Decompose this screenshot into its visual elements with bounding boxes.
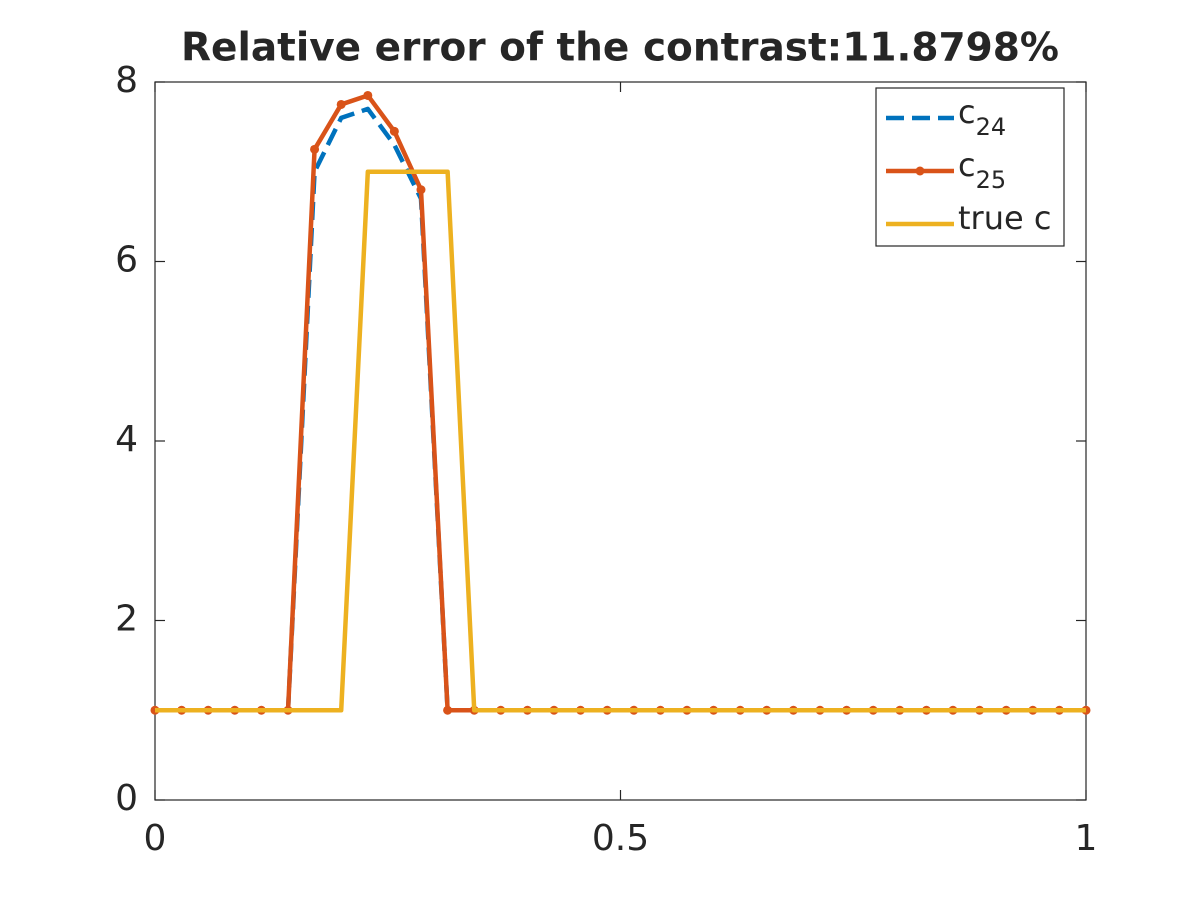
data-point — [310, 144, 320, 154]
x-tick-label: 1 — [1075, 818, 1098, 859]
legend-label: c24 — [958, 93, 1006, 141]
plot-area — [150, 90, 1091, 715]
chart-title: Relative error of the contrast:11.8798% — [181, 26, 1059, 71]
data-point — [389, 126, 399, 136]
series-line — [155, 169, 1086, 713]
legend-subscript: 24 — [976, 113, 1007, 141]
y-tick-label: 2 — [115, 599, 138, 640]
legend-name: c — [958, 146, 976, 184]
legend-marker — [915, 166, 925, 176]
legend-label: true c — [958, 199, 1051, 237]
y-tick-label: 0 — [115, 778, 138, 819]
y-tick-label: 8 — [115, 60, 138, 101]
data-point — [443, 705, 453, 715]
data-point — [336, 99, 346, 109]
y-tick-label: 4 — [115, 419, 138, 460]
y-tick-label: 6 — [115, 240, 138, 281]
legend-subscript: 25 — [976, 166, 1007, 194]
legend-label: c25 — [958, 146, 1006, 194]
x-tick-label: 0.5 — [592, 818, 649, 859]
legend-name: true c — [958, 199, 1051, 237]
data-point — [363, 90, 373, 100]
data-point — [416, 185, 426, 195]
x-tick-label: 0 — [144, 818, 167, 859]
legend-name: c — [958, 93, 976, 131]
legend-box — [875, 87, 1065, 247]
